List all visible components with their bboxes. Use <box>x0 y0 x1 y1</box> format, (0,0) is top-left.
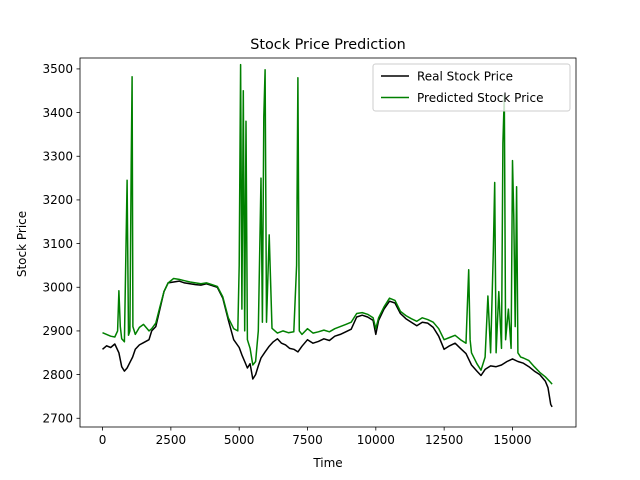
y-tick-label: 3400 <box>42 106 73 120</box>
legend: Real Stock Price Predicted Stock Price <box>372 63 571 112</box>
plot-area <box>102 63 553 408</box>
y-tick-label: 3500 <box>42 62 73 76</box>
y-tick-label: 2800 <box>42 368 73 382</box>
x-tick-label: 0 <box>99 433 107 447</box>
axes-frame <box>79 57 577 428</box>
y-tick-label: 3000 <box>42 281 73 295</box>
legend-label-real: Real Stock Price <box>417 69 513 83</box>
series-line-predicted <box>102 63 553 385</box>
x-tick-label: 5000 <box>224 433 255 447</box>
y-tick-label: 3300 <box>42 150 73 164</box>
x-tick-label: 12500 <box>425 433 463 447</box>
legend-label-predicted: Predicted Stock Price <box>417 91 543 105</box>
x-tick-label: 15000 <box>493 433 531 447</box>
axes: 0 2500 5000 7500 10000 12500 15000 2700 2800 2900… <box>42 57 577 447</box>
y-tick-label: 3200 <box>42 193 73 207</box>
legend-box <box>372 63 571 112</box>
x-tick-label: 7500 <box>292 433 323 447</box>
x-tick-label: 10000 <box>357 433 395 447</box>
chart-title: Stock Price Prediction <box>250 37 406 53</box>
y-axis-label: Stock Price <box>15 211 29 277</box>
x-axis-label: Time <box>312 456 342 470</box>
x-tick-label: 2500 <box>156 433 187 447</box>
y-tick-label: 3100 <box>42 237 73 251</box>
y-tick-label: 2700 <box>42 412 73 426</box>
y-tick-label: 2900 <box>42 324 73 338</box>
